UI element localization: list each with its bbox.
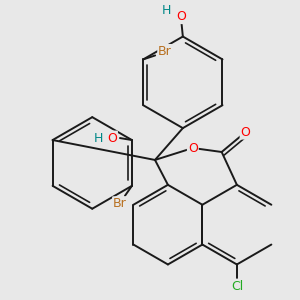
Text: Br: Br — [113, 197, 127, 210]
Text: H: H — [93, 132, 103, 145]
Text: Cl: Cl — [231, 280, 243, 293]
Text: Br: Br — [158, 45, 172, 58]
Text: O: O — [107, 132, 117, 145]
Text: H: H — [162, 4, 172, 17]
Text: O: O — [176, 10, 186, 23]
Text: O: O — [241, 126, 250, 139]
Text: O: O — [188, 142, 198, 154]
